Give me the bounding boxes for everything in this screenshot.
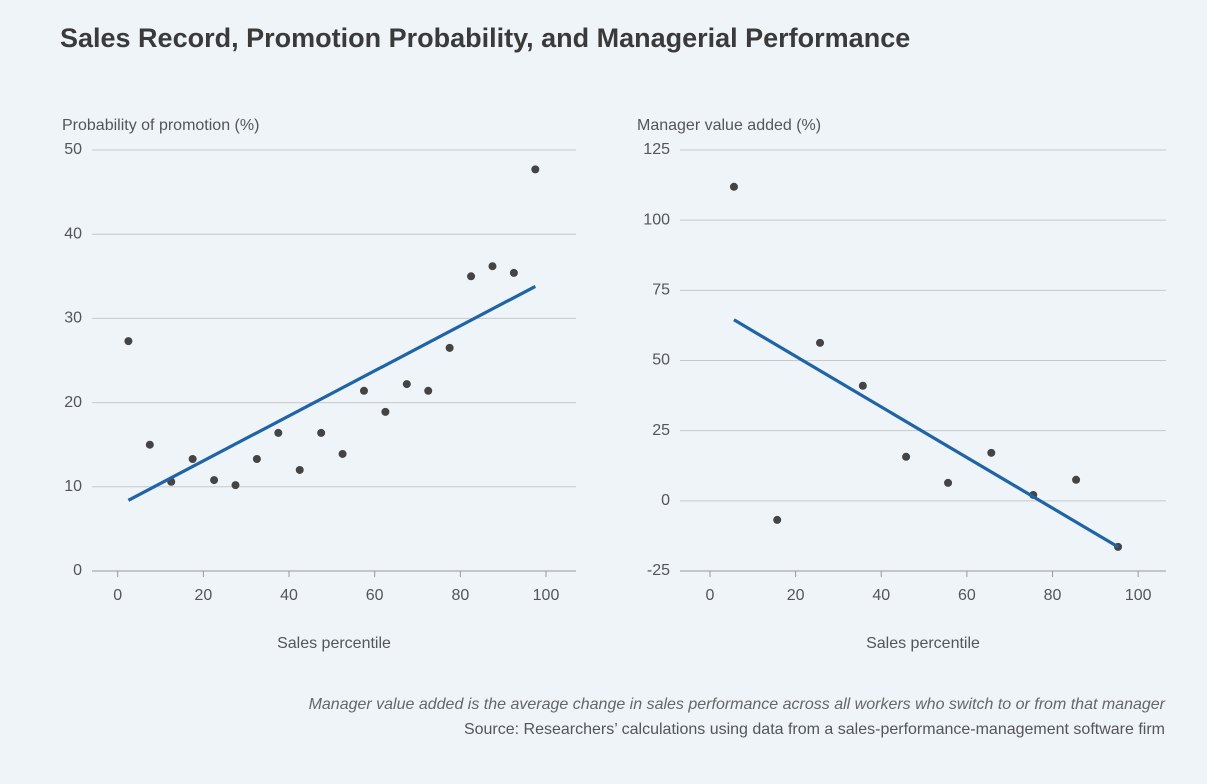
y-tick-label: -25 — [647, 562, 670, 579]
point — [402, 380, 411, 389]
x-tick-label: 20 — [194, 587, 212, 604]
y-tick-label: 50 — [652, 352, 670, 369]
point — [467, 272, 476, 281]
x-axis-label: Sales percentile — [866, 635, 980, 652]
point — [858, 381, 867, 390]
x-tick-label: 40 — [872, 587, 890, 604]
x-axis-label: Sales percentile — [277, 635, 391, 652]
y-tick-label: 75 — [652, 282, 670, 299]
point — [424, 386, 433, 395]
point — [987, 448, 996, 457]
y-tick-label: 0 — [73, 562, 82, 579]
point — [902, 452, 911, 461]
y-axis-label: Probability of promotion (%) — [62, 117, 259, 134]
point — [124, 337, 133, 346]
x-tick-label: 100 — [1125, 587, 1152, 604]
point — [773, 515, 782, 524]
y-tick-label: 0 — [661, 492, 670, 509]
y-tick-label: 30 — [64, 310, 82, 327]
y-axis-label: Manager value added (%) — [637, 117, 821, 134]
point — [295, 465, 304, 474]
point — [944, 478, 953, 487]
point — [317, 428, 326, 437]
x-tick-label: 60 — [366, 587, 384, 604]
point — [338, 449, 347, 458]
note: Manager value added is the average chang… — [309, 696, 1166, 713]
point — [252, 455, 261, 464]
x-tick-label: 80 — [451, 587, 469, 604]
x-tick-label: 20 — [787, 587, 805, 604]
point — [509, 268, 518, 277]
x-tick-label: 100 — [533, 587, 560, 604]
chart-title: Sales Record, Promotion Probability, and… — [60, 23, 910, 53]
point — [816, 338, 825, 347]
point — [445, 343, 454, 352]
fit-line — [733, 318, 1119, 549]
y-tick-label: 125 — [643, 141, 670, 158]
point — [359, 386, 368, 395]
point — [488, 262, 497, 271]
point — [188, 455, 197, 464]
x-tick-label: 40 — [280, 587, 298, 604]
point — [381, 407, 390, 416]
y-tick-label: 25 — [652, 422, 670, 439]
x-tick-label: 80 — [1044, 587, 1062, 604]
y-tick-label: 100 — [643, 211, 670, 228]
x-tick-label: 0 — [113, 587, 122, 604]
y-tick-label: 20 — [64, 394, 82, 411]
x-tick-label: 60 — [958, 587, 976, 604]
point — [210, 476, 219, 485]
y-tick-label: 40 — [64, 225, 82, 242]
point — [274, 428, 283, 437]
x-tick-label: 0 — [706, 587, 715, 604]
point — [145, 440, 154, 449]
y-tick-label: 50 — [64, 141, 82, 158]
y-tick-label: 10 — [64, 478, 82, 495]
point — [231, 481, 240, 490]
point — [1072, 475, 1081, 484]
point — [531, 165, 540, 174]
point — [729, 182, 738, 191]
fit-line — [127, 284, 537, 502]
source: Source: Researchers’ calculations using … — [464, 721, 1165, 738]
